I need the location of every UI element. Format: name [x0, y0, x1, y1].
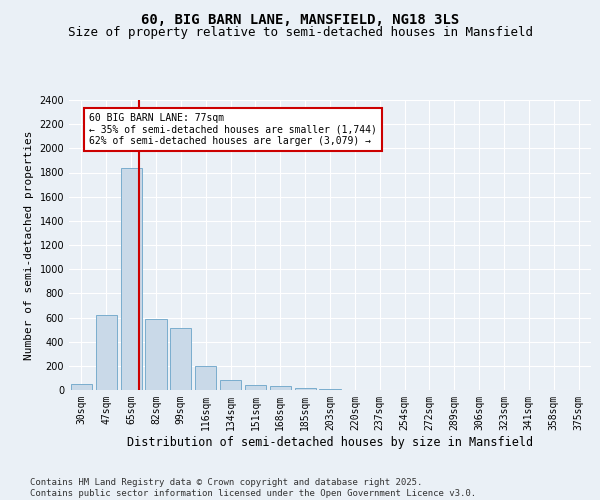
Bar: [170, 328, 191, 390]
Text: Contains HM Land Registry data © Crown copyright and database right 2025.
Contai: Contains HM Land Registry data © Crown c…: [30, 478, 476, 498]
Text: 60, BIG BARN LANE, MANSFIELD, NG18 3LS: 60, BIG BARN LANE, MANSFIELD, NG18 3LS: [141, 12, 459, 26]
Y-axis label: Number of semi-detached properties: Number of semi-detached properties: [24, 130, 34, 360]
Text: Size of property relative to semi-detached houses in Mansfield: Size of property relative to semi-detach…: [67, 26, 533, 39]
X-axis label: Distribution of semi-detached houses by size in Mansfield: Distribution of semi-detached houses by …: [127, 436, 533, 448]
Bar: [195, 366, 216, 390]
Text: 60 BIG BARN LANE: 77sqm
← 35% of semi-detached houses are smaller (1,744)
62% of: 60 BIG BARN LANE: 77sqm ← 35% of semi-de…: [89, 114, 377, 146]
Bar: [295, 388, 316, 390]
Bar: [245, 385, 266, 390]
Bar: [270, 386, 291, 390]
Bar: [96, 315, 117, 390]
Bar: [220, 380, 241, 390]
Bar: [121, 168, 142, 390]
Bar: [145, 318, 167, 390]
Bar: [71, 384, 92, 390]
